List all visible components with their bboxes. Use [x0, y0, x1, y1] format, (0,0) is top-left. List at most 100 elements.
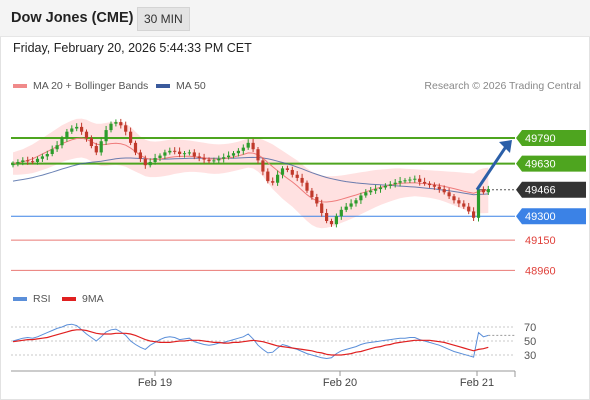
candle-body	[423, 181, 427, 184]
candle-body	[452, 196, 456, 201]
candle-body	[344, 206, 348, 210]
candle-body	[168, 150, 172, 153]
timeframe-button[interactable]: 30 MIN	[137, 7, 190, 31]
candle-body	[192, 152, 196, 157]
candle-body	[70, 128, 74, 132]
candle-body	[457, 200, 461, 204]
candle-body	[339, 209, 343, 217]
forecast-arrow-shaft	[475, 144, 509, 191]
candle-body	[163, 152, 167, 156]
candle-body	[158, 155, 162, 158]
candle-body	[442, 189, 446, 193]
candle-body	[236, 150, 240, 154]
x-tick-label: Feb 21	[460, 377, 494, 389]
candle-body	[65, 131, 69, 139]
candle-body	[432, 185, 436, 187]
level-label-49630: 49630	[525, 159, 556, 171]
candle-body	[84, 131, 89, 139]
candle-body	[222, 157, 226, 159]
candle-body	[354, 200, 358, 204]
candle-body	[182, 153, 187, 155]
legend-ma50: MA 50	[156, 80, 206, 92]
header-bar: Dow Jones (CME) 30 MIN	[0, 0, 590, 37]
candle-body	[21, 160, 25, 162]
candle-body	[99, 141, 103, 153]
candle-body	[119, 122, 123, 126]
candle-body	[231, 153, 236, 156]
research-credit: Research © 2026 Trading Central	[424, 80, 581, 92]
candle-body	[143, 158, 147, 166]
legend-9ma: 9MA	[62, 293, 104, 305]
candle-body	[31, 161, 35, 163]
legend-swatch-ma50	[156, 84, 170, 89]
legend-ma20-bollinger: MA 20 + Bollinger Bands	[13, 80, 148, 92]
candle-body	[124, 125, 128, 132]
candle-body	[359, 195, 363, 201]
candle-body	[447, 192, 451, 197]
candle-body	[486, 189, 490, 193]
legend-label-ma50: MA 50	[176, 80, 206, 92]
candle-body	[261, 160, 265, 172]
candle-body	[295, 174, 299, 178]
datetime-label: Friday, February 20, 2026 5:44:33 PM CET	[13, 41, 252, 55]
candle-body	[315, 197, 319, 204]
candle-body	[325, 213, 329, 221]
candle-body	[50, 149, 54, 155]
candle-body	[227, 155, 231, 158]
candle-body	[378, 187, 383, 190]
candle-body	[11, 163, 15, 166]
candle-body	[246, 142, 250, 148]
candle-body	[374, 189, 378, 191]
rsi-tick-30: 30	[524, 350, 536, 362]
level-tag-bg-49466	[516, 181, 586, 198]
candle-body	[403, 180, 407, 182]
bollinger-band	[13, 118, 489, 229]
candle-body	[94, 146, 98, 153]
candle-body	[202, 157, 206, 160]
level-label-49150: 49150	[525, 235, 556, 247]
candle-body	[300, 177, 304, 183]
candle-body	[104, 130, 108, 142]
candle-body	[271, 181, 275, 183]
legend-label-rsi: RSI	[33, 293, 51, 305]
candle-body	[398, 181, 402, 183]
candle-body	[408, 179, 412, 181]
candle-body	[207, 159, 211, 162]
candle-body	[383, 185, 387, 188]
rsi-ma-line	[12, 329, 489, 356]
candle-body	[75, 126, 79, 129]
level-label-49790: 49790	[525, 133, 556, 145]
candle-body	[217, 158, 221, 161]
candle-body	[197, 156, 201, 158]
candle-body	[476, 189, 481, 218]
legend-label-9ma: 9MA	[82, 293, 104, 305]
candle-body	[55, 145, 59, 150]
x-tick-label: Feb 20	[323, 377, 357, 389]
instrument-title: Dow Jones (CME)	[11, 10, 134, 26]
rsi-line	[12, 323, 489, 360]
candle-body	[40, 156, 44, 159]
level-tag-bg-49790	[516, 130, 586, 147]
candle-body	[413, 178, 417, 180]
candle-body	[369, 190, 373, 193]
candle-body	[364, 192, 368, 196]
candle-body	[241, 147, 245, 151]
candle-body	[285, 168, 289, 170]
candle-body	[138, 152, 142, 159]
candle-body	[35, 158, 40, 162]
ma50-line	[12, 156, 489, 196]
candle-body	[276, 174, 280, 183]
candle-body	[393, 182, 397, 185]
candle-body	[481, 189, 485, 193]
candle-body	[251, 142, 255, 150]
candle-body	[173, 150, 177, 152]
candle-body	[89, 138, 93, 147]
candle-body	[290, 169, 294, 175]
candle-body	[133, 142, 138, 153]
candle-body	[467, 206, 471, 212]
candle-body	[349, 203, 353, 207]
candle-body	[129, 131, 133, 143]
candle-body	[310, 190, 314, 198]
rsi-tick-50: 50	[524, 336, 536, 348]
